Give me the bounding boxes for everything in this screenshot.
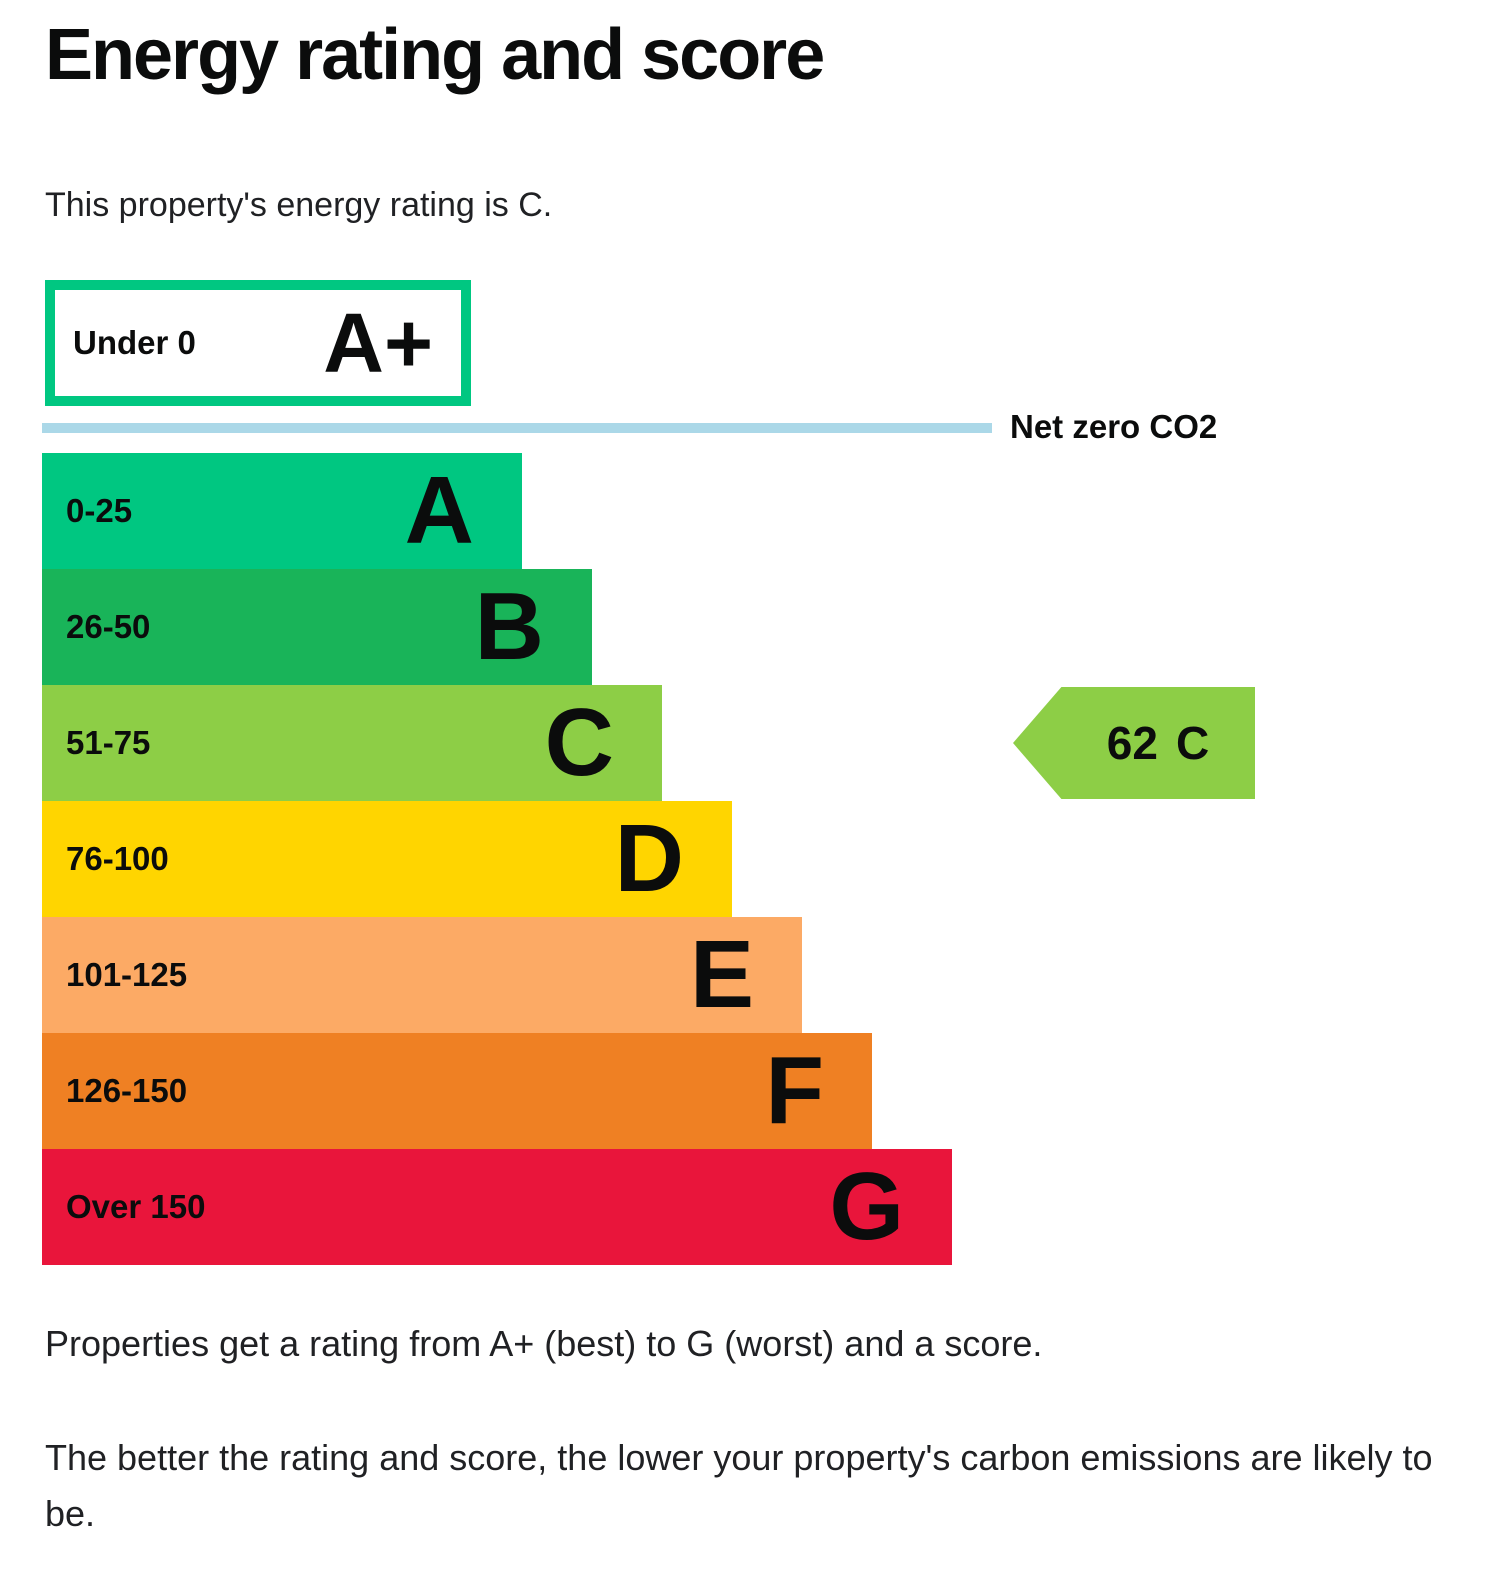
band-range-label: 51-75 — [66, 724, 151, 761]
band-letter: D — [614, 805, 684, 912]
band-bar: 26-50 B — [42, 569, 592, 685]
band-a-plus: Under 0 A+ — [45, 280, 471, 406]
band-letter: B — [474, 573, 544, 680]
band-range-label: Over 150 — [66, 1188, 206, 1225]
band-range-label: 126-150 — [66, 1072, 188, 1109]
net-zero-label: Net zero CO2 — [1010, 408, 1218, 445]
band-bar: 76-100 D — [42, 801, 732, 917]
rating-bands: 0-25 A 26-50 B 51-75 C 76-100 D 101-125 … — [42, 453, 952, 1265]
band-letter: C — [544, 689, 614, 796]
rating-benefit-note: The better the rating and score, the low… — [45, 1437, 1433, 1534]
band-bar: 101-125 E — [42, 917, 802, 1033]
band-a-plus-range-label: Under 0 — [73, 324, 196, 361]
band-letter: F — [765, 1037, 824, 1144]
property-rating-summary: This property's energy rating is C. — [45, 186, 553, 224]
band-letter: A — [404, 457, 474, 564]
band-bar: Over 150 G — [42, 1149, 952, 1265]
band-row: 51-75 C — [42, 685, 952, 801]
band-bar: 51-75 C — [42, 685, 662, 801]
net-zero-line — [42, 423, 992, 433]
band-bar: 0-25 A — [42, 453, 522, 569]
band-row: 0-25 A — [42, 453, 952, 569]
band-row: Over 150 G — [42, 1149, 952, 1265]
band-letter: G — [829, 1153, 904, 1260]
band-a-plus-letter: A+ — [323, 296, 433, 390]
band-range-label: 26-50 — [66, 608, 151, 645]
band-row: 101-125 E — [42, 917, 952, 1033]
band-letter: E — [689, 921, 754, 1028]
band-range-label: 0-25 — [66, 492, 133, 529]
band-bar: 126-150 F — [42, 1033, 872, 1149]
current-score-letter: C — [1175, 717, 1210, 769]
band-range-label: 101-125 — [66, 956, 188, 993]
band-range-label: 76-100 — [66, 840, 169, 877]
page-title: Energy rating and score — [45, 15, 825, 95]
band-row: 26-50 B — [42, 569, 952, 685]
current-score-value: 62 — [1106, 717, 1158, 769]
band-row: 76-100 D — [42, 801, 952, 917]
current-score-pointer: 62 C — [1013, 687, 1255, 799]
band-row: 126-150 F — [42, 1033, 952, 1149]
rating-explanation: Properties get a rating from A+ (best) t… — [45, 1323, 1043, 1364]
